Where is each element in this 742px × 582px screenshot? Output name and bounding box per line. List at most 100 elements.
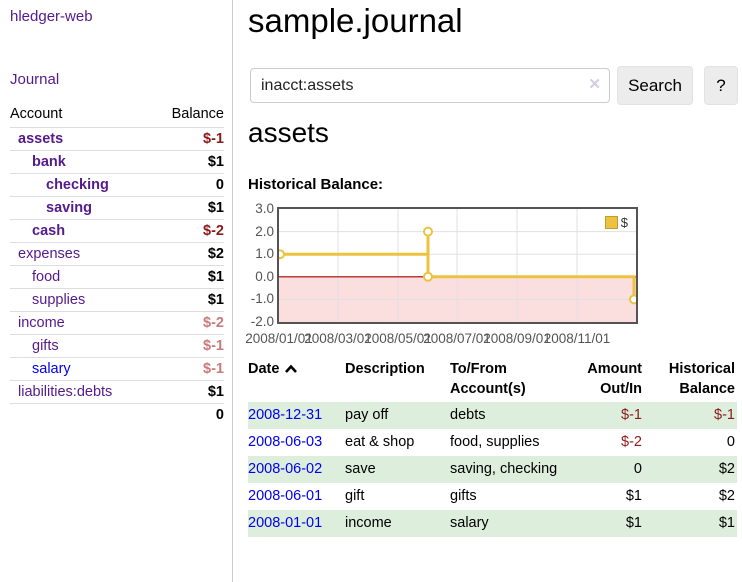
account-link-checking[interactable]: checking: [46, 177, 109, 193]
transaction-amount: $1: [578, 510, 644, 537]
account-balance: 0: [151, 173, 224, 197]
chart-title: Historical Balance:: [248, 176, 384, 193]
transaction-accounts: saving, checking: [450, 456, 578, 483]
transaction-accounts: salary: [450, 510, 578, 537]
account-row-expenses: expenses $2: [10, 242, 224, 266]
accounts-total-value: 0: [151, 403, 224, 426]
account-link-saving[interactable]: saving: [46, 200, 92, 216]
y-tick: 0.0: [255, 269, 274, 284]
account-link-food[interactable]: food: [32, 269, 61, 285]
account-balance: $1: [151, 380, 224, 404]
table-row: 2008-12-31 pay off debts $-1 $-1: [248, 402, 737, 429]
sidebar: hledger-web Journal Account Balance asse…: [0, 0, 233, 582]
account-link-supplies[interactable]: supplies: [32, 292, 86, 308]
transaction-date-link[interactable]: 2008-06-03: [248, 434, 323, 450]
table-row: 2008-06-02 save saving, checking 0 $2: [248, 456, 737, 483]
account-balance: $1: [151, 150, 224, 174]
account-balance: $-1: [151, 334, 224, 358]
account-link-salary[interactable]: salary: [32, 361, 71, 377]
sidebar-item-journal[interactable]: Journal: [10, 71, 60, 88]
account-row-liabilities-debts: liabilities:debts $1: [10, 380, 224, 404]
account-link-expenses[interactable]: expenses: [18, 246, 81, 262]
transaction-date-link[interactable]: 2008-06-02: [248, 461, 323, 477]
x-tick: 2008/07/01: [423, 331, 491, 346]
account-row-bank: bank $1: [10, 150, 224, 174]
search-field-wrap: ✕: [250, 68, 610, 103]
column-header-description: Description: [345, 361, 425, 377]
transaction-description: income: [345, 510, 450, 537]
legend-label: $: [620, 215, 628, 230]
transaction-accounts: food, supplies: [450, 434, 540, 450]
transaction-description: eat & shop: [345, 434, 415, 450]
accounts-header-balance: Balance: [171, 106, 224, 122]
x-tick: 2008/05/01: [364, 331, 432, 346]
transaction-amount: $1: [625, 488, 642, 504]
register-table: Date Description To/From Account(s) Amou…: [248, 356, 737, 537]
account-row-income: income $-2: [10, 311, 224, 335]
account-row-salary: salary $-1: [10, 357, 224, 381]
account-link-gifts[interactable]: gifts: [32, 338, 59, 354]
chart-legend: $: [602, 214, 630, 231]
transaction-balance: $2: [718, 488, 735, 504]
accounts-table: Account Balance assets $-1 bank $1 check…: [10, 102, 224, 426]
table-row: 2008-06-03 eat & shop food, supplies $-2…: [248, 429, 737, 456]
accounts-header-row: Account Balance: [10, 102, 224, 128]
account-balance: $-1: [151, 127, 224, 151]
column-header-date[interactable]: Date: [248, 356, 345, 402]
y-tick: -2.0: [250, 314, 274, 329]
transaction-balance: $-1: [644, 402, 737, 429]
account-link-bank[interactable]: bank: [32, 154, 66, 170]
account-row-supplies: supplies $1: [10, 288, 224, 312]
legend-swatch-icon: [604, 216, 618, 229]
y-tick: -1.0: [250, 291, 274, 306]
account-link-income[interactable]: income: [18, 315, 65, 331]
balance-series-svg: [275, 209, 639, 322]
search-button[interactable]: Search: [617, 66, 693, 105]
accounts-total-row: 0: [10, 403, 224, 426]
transaction-amount: 0: [578, 456, 644, 483]
account-link-liabilities-debts[interactable]: liabilities:debts: [18, 384, 113, 400]
x-tick: 2008/03/01: [304, 331, 372, 346]
transaction-balance: $1: [644, 510, 737, 537]
column-header-amount: Amount Out/In: [587, 361, 642, 397]
sort-ascending-icon: [284, 360, 298, 380]
help-button[interactable]: ?: [704, 66, 738, 105]
account-balance: $2: [151, 242, 224, 266]
y-tick: 3.0: [255, 201, 274, 216]
brand-link[interactable]: hledger-web: [10, 8, 93, 25]
transaction-balance: 0: [726, 434, 735, 450]
account-balance: $1: [151, 288, 224, 312]
transaction-accounts: debts: [450, 402, 578, 429]
account-row-checking: checking 0: [10, 173, 224, 197]
table-row: 2008-01-01 income salary $1 $1: [248, 510, 737, 537]
account-balance: $1: [151, 265, 224, 289]
historical-balance-chart: 3.0 2.0 1.0 0.0 -1.0 -2.0: [245, 201, 742, 346]
clear-search-icon[interactable]: ✕: [588, 76, 601, 93]
page-title: sample.journal: [248, 2, 463, 39]
account-balance: $-2: [151, 311, 224, 335]
balance-line: [280, 231, 636, 300]
account-row-gifts: gifts $-1: [10, 334, 224, 358]
account-row-food: food $1: [10, 265, 224, 289]
transaction-description: save: [345, 456, 450, 483]
account-row-cash: cash $-2: [10, 219, 224, 243]
accounts-header-account: Account: [10, 106, 63, 122]
column-header-accounts: To/From Account(s): [450, 361, 526, 397]
transaction-amount: $-2: [621, 434, 642, 450]
transaction-date-link[interactable]: 2008-06-01: [248, 488, 323, 504]
account-heading: assets: [248, 117, 329, 148]
account-link-cash[interactable]: cash: [32, 223, 66, 239]
transaction-description: gift: [345, 488, 365, 504]
x-tick: 2008/09/01: [483, 331, 551, 346]
main-content: sample.journal ✕ Search ? assets Histori…: [245, 0, 742, 582]
transaction-date-link[interactable]: 2008-01-01: [248, 515, 323, 531]
y-tick: 2.0: [255, 224, 274, 239]
account-link-assets[interactable]: assets: [18, 131, 64, 147]
account-balance: $-2: [151, 219, 224, 243]
search-input[interactable]: [250, 68, 610, 103]
table-row: 2008-06-01 gift gifts $1 $2: [248, 483, 737, 510]
account-row-saving: saving $1: [10, 196, 224, 220]
transaction-date-link[interactable]: 2008-12-31: [248, 407, 323, 423]
register-header-row: Date Description To/From Account(s) Amou…: [248, 356, 737, 402]
transaction-balance: $2: [644, 456, 737, 483]
